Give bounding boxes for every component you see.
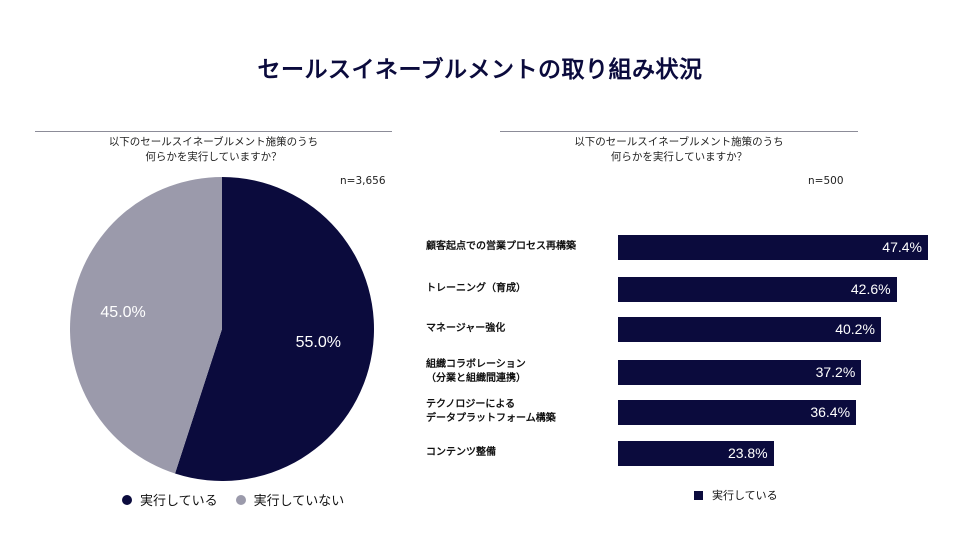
left-sample-size: n=3,656 <box>340 175 386 187</box>
page-title: セールスイネーブルメントの取り組み状況 <box>257 57 703 83</box>
bar-value-label-3: 37.2% <box>815 363 856 380</box>
right-panel-rule <box>500 131 858 132</box>
bar-category-label-0: 顧客起点での営業プロセス再構築 <box>426 241 576 252</box>
right-question-line2: 何らかを実行していますか？ <box>610 151 748 163</box>
bar-value-label-4: 36.4% <box>810 403 851 420</box>
left-question: 以下のセールスイネーブルメント施策のうち 何らかを実行していますか？ <box>35 135 392 165</box>
legend-dot-not-executing <box>235 494 246 505</box>
bar-1: 42.6% <box>618 276 897 302</box>
bar-category-label-4: テクノロジーによる データプラットフォーム構築 <box>426 399 556 424</box>
pie-legend: 実行している 実行していない <box>122 490 344 509</box>
right-question: 以下のセールスイネーブルメント施策のうち 何らかを実行していますか？ <box>500 135 858 165</box>
pie-slice-1 <box>70 177 222 474</box>
left-question-line2: 何らかを実行していますか？ <box>145 151 282 163</box>
bar-category-label-2: マネージャー強化 <box>426 323 506 334</box>
bar-category-label-3: 組織コラボレーション （分業と組織間連携） <box>426 359 526 384</box>
bar-value-label-2: 40.2% <box>835 320 875 337</box>
bar-3: 37.2% <box>618 359 862 385</box>
bar-value-label-0: 47.4% <box>882 238 922 255</box>
bar-legend: 実行している <box>694 487 778 503</box>
pie-value-label-0: 55.0% <box>295 334 341 352</box>
right-question-line1: 以下のセールスイネーブルメント施策のうち <box>574 136 784 148</box>
bar-category-label-5: コンテンツ整備 <box>426 447 496 458</box>
bar-4: 36.4% <box>618 399 857 425</box>
legend-label-executing: 実行している <box>140 494 218 509</box>
bar-5: 23.8% <box>618 440 774 466</box>
legend-label-not-executing: 実行していない <box>253 494 345 509</box>
pie-value-label-1: 45.0% <box>100 303 146 321</box>
left-panel-rule <box>35 131 392 132</box>
bar-0: 47.4% <box>618 234 928 260</box>
legend-dot-executing <box>122 494 132 505</box>
left-question-line1: 以下のセールスイネーブルメント施策のうち <box>108 136 319 148</box>
bar-value-label-1: 42.6% <box>850 280 891 297</box>
bar-2: 40.2% <box>618 316 881 342</box>
bar-value-label-5: 23.8% <box>727 444 768 461</box>
pie-slice-0 <box>175 177 375 481</box>
pie-chart <box>70 177 375 481</box>
bar-category-label-1: トレーニング（育成） <box>426 283 526 294</box>
bar-legend-label: 実行している <box>712 489 778 502</box>
bar-legend-swatch <box>694 490 703 500</box>
right-sample-size: n=500 <box>808 175 844 187</box>
